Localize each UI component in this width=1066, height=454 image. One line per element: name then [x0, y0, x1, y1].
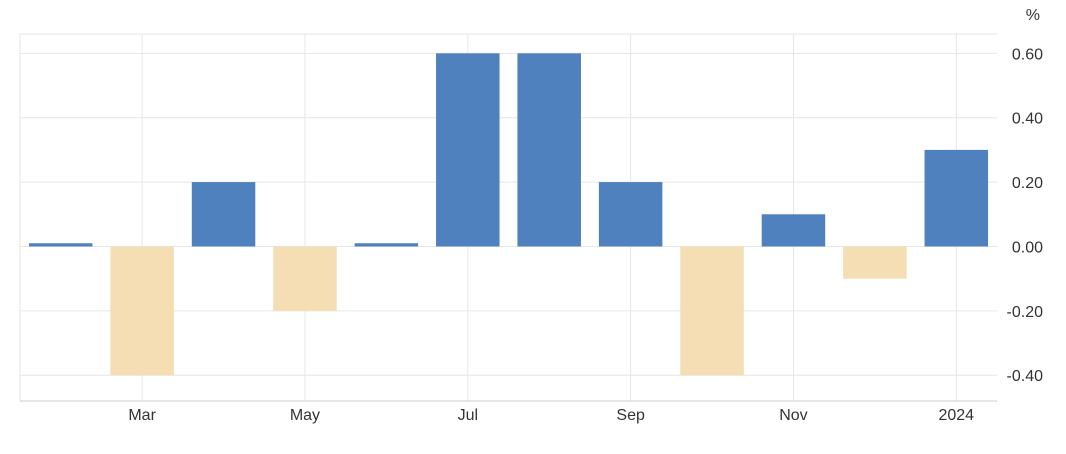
bar-2024[interactable]	[924, 149, 989, 247]
x-tick-label: Nov	[779, 407, 807, 424]
x-tick-label: Sep	[616, 407, 645, 424]
bar-sep[interactable]	[598, 182, 663, 247]
bar-jul[interactable]	[436, 53, 500, 247]
bar-jun[interactable]	[354, 243, 419, 247]
x-tick-label: Mar	[128, 407, 156, 424]
bar-mar[interactable]	[110, 246, 174, 376]
bar-feb[interactable]	[28, 243, 93, 247]
y-tick-label: -0.20	[1007, 304, 1044, 321]
bar-nov[interactable]	[761, 214, 826, 247]
y-tick-label: 0.60	[1012, 46, 1043, 63]
bar-apr[interactable]	[191, 182, 256, 247]
bars	[28, 53, 989, 376]
x-tick-label: May	[290, 407, 320, 424]
y-tick-label: 0.20	[1012, 175, 1043, 192]
x-tick-label: Jul	[458, 407, 478, 424]
y-tick-label: -0.40	[1007, 368, 1044, 385]
x-axis-labels: Mar May Jul Sep Nov 2024	[128, 407, 974, 424]
y-axis-labels: 0.60 0.40 0.20 0.00 -0.20 -0.40	[1007, 46, 1044, 385]
x-tick-label: 2024	[938, 407, 974, 424]
y-tick-label: 0.40	[1012, 111, 1043, 128]
bar-aug[interactable]	[517, 53, 581, 247]
unit-label: %	[1026, 7, 1040, 24]
bar-dec[interactable]	[843, 246, 907, 279]
bar-oct[interactable]	[680, 246, 744, 376]
y-tick-label: 0.00	[1012, 239, 1043, 256]
bar-may[interactable]	[273, 246, 337, 311]
